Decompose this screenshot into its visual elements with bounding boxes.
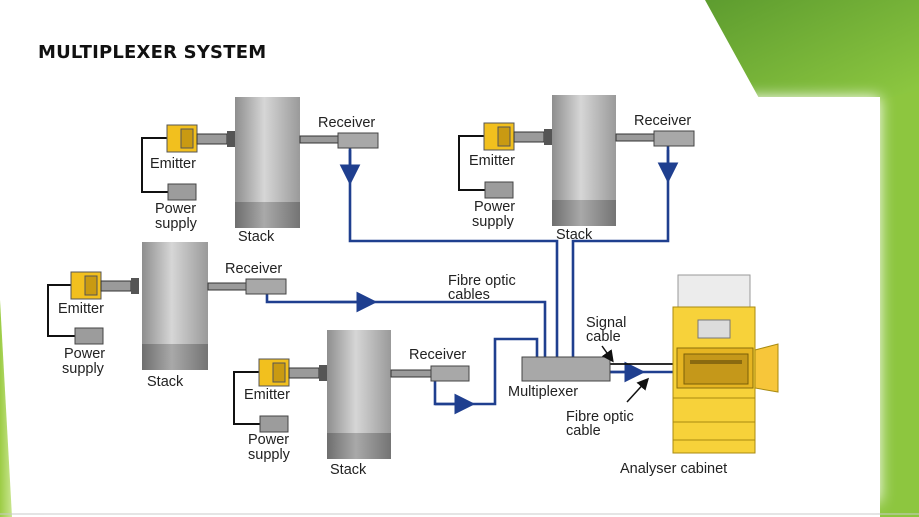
cabinet-screen [697,319,731,339]
decor-green-left [0,300,12,517]
power-cable [47,284,75,337]
emitter-label: Emitter [469,153,515,169]
power-cable [233,371,260,425]
cabinet-door [754,343,779,393]
unit-2: Emitter Power supply Stack Receiver [458,95,695,243]
receiver-label: Receiver [318,115,375,131]
power-cable [141,137,168,193]
receiver-label: Receiver [634,113,691,129]
power-supply-box [167,183,197,201]
stack-label: Stack [238,229,275,245]
receiver-label: Receiver [409,347,466,363]
cabinet-top [677,274,751,308]
flange [227,131,235,147]
power-label: Power [155,201,196,217]
slide-title: MULTIPLEXER SYSTEM [38,42,267,63]
fibre-optic-cable-label-2: cable [566,423,601,439]
power-supply-box [74,327,104,345]
signal-cable-label-1: Signal [586,315,626,331]
decor-green-top-right [705,0,919,100]
fibre-cables [265,142,680,415]
analyser-cabinet: Analyser cabinet [620,274,779,477]
power-supply-box [259,415,289,433]
power-cable [458,135,485,191]
supply-label: supply [62,361,105,377]
receiver-box [245,278,287,295]
emitter-label: Emitter [244,387,290,403]
stack-base [235,202,300,228]
unit-1: Emitter Power supply Stack Receiver [141,97,379,245]
stack-label: Stack [330,462,367,478]
stack [235,97,300,202]
receiver-box [430,365,470,382]
receiver-label: Receiver [225,261,282,277]
emitter-label: Emitter [58,301,104,317]
flange [131,278,139,294]
multiplexer-box [521,356,611,382]
fibre-pointer [626,377,650,403]
multiplexer-label: Multiplexer [508,384,578,400]
decor-green-right-edge [880,90,919,517]
emitter-label: Emitter [150,156,196,172]
stack-label: Stack [556,227,593,243]
signal-pointer [601,345,614,363]
stack-base [327,433,391,459]
flange [319,365,327,381]
stack [327,330,391,433]
unit-3: Emitter Power supply Stack Receiver [47,242,287,390]
receiver-box [337,132,379,149]
supply-label: supply [248,447,291,463]
stack-label: Stack [147,374,184,390]
stack-base [552,200,616,226]
signal-cable-label-2: cable [586,329,621,345]
stack-base [142,344,208,370]
receiver-box [653,130,695,147]
fibre-optic-cable-label-1: Fibre optic [566,409,634,425]
flange [544,129,552,145]
unit-4: Emitter Power supply Stack Receiver [233,330,470,478]
fibre-optic-cables-label-2: cables [448,287,490,303]
power-label: Power [474,199,515,215]
analyser-cabinet-label: Analyser cabinet [620,461,727,477]
supply-label: supply [155,216,198,232]
supply-label: supply [472,214,515,230]
power-label: Power [64,346,105,362]
fibre-optic-cables-label-1: Fibre optic [448,273,516,289]
stack [552,95,616,200]
stack [142,242,208,344]
power-supply-box [484,181,514,199]
power-label: Power [248,432,289,448]
